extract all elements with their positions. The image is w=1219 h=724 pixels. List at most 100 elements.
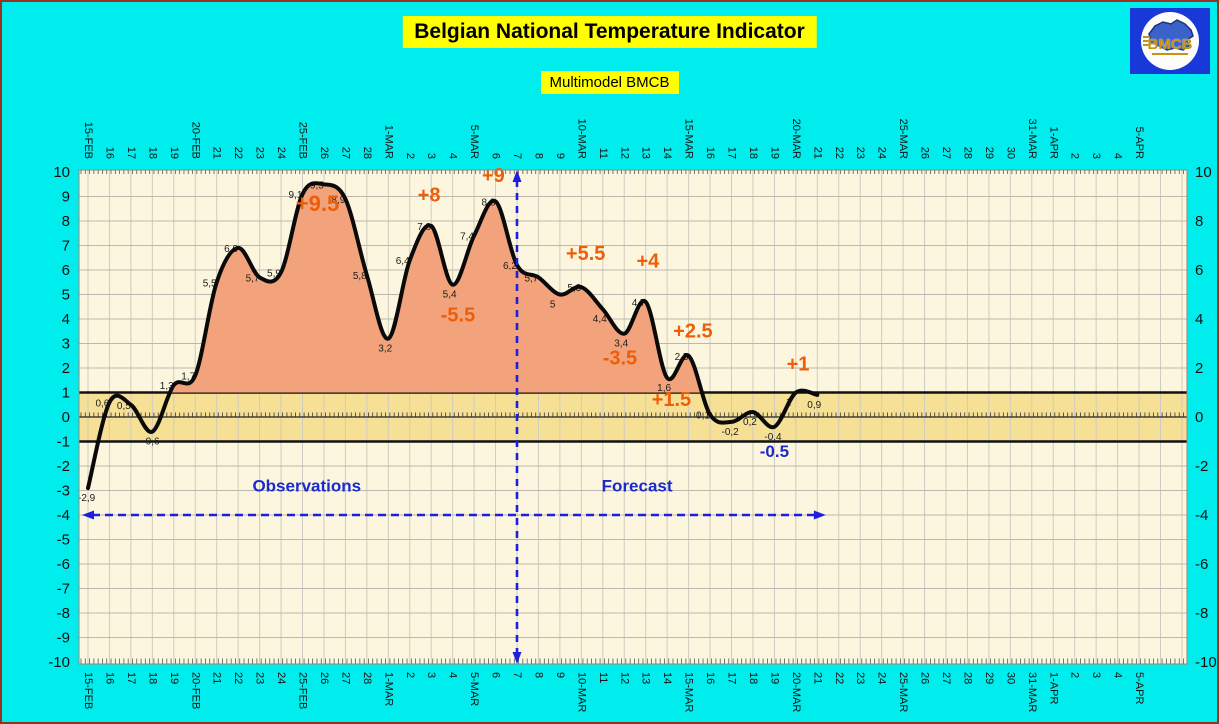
y-tick-label: -2 — [57, 458, 70, 475]
y-tick-label: 9 — [62, 189, 70, 206]
x-tick-label: 20-MAR — [790, 119, 802, 159]
x-tick-label: 4 — [447, 153, 459, 159]
x-tick-label: 30 — [1004, 672, 1016, 684]
x-tick-label: 11 — [597, 148, 609, 159]
y-tick-label: -2 — [1195, 458, 1208, 475]
data-label: 9,5 — [310, 180, 324, 191]
x-tick-label: 29 — [983, 672, 995, 684]
y-tick-label: 6 — [1195, 262, 1203, 279]
x-tick-label: 16 — [704, 147, 716, 159]
indicator-annotation: +5.5 — [566, 243, 605, 265]
indicator-annotation: +4 — [636, 251, 660, 273]
indicator-annotation: +9.5 — [296, 191, 339, 216]
x-tick-label: 5-APR — [1133, 127, 1145, 159]
data-label: 0,9 — [807, 400, 821, 411]
indicator-annotation: +1.5 — [652, 389, 691, 411]
logo-circle: BMCB — [1141, 12, 1199, 70]
x-tick-label: 1-MAR — [382, 672, 394, 706]
arrow-left-icon — [81, 510, 94, 520]
data-label: 5,4 — [443, 290, 457, 301]
y-tick-label: 0 — [1195, 409, 1203, 426]
x-axis-top: 15-FEB 16 17 18 19 20-FEB 21 22 23 24 25-FEB 26 27 28… — [82, 119, 1145, 159]
x-tick-label: 11 — [597, 672, 609, 683]
x-tick-label: 17 — [125, 147, 137, 159]
x-tick-label: 4 — [447, 672, 459, 678]
x-tick-label: 13 — [640, 147, 652, 159]
y-tick-label: 4 — [1195, 311, 1203, 328]
x-tick-label: 24 — [876, 672, 888, 684]
x-tick-label: 18 — [146, 672, 158, 684]
x-tick-label: 5-APR — [1133, 672, 1145, 704]
data-label: 1,7 — [181, 371, 195, 382]
x-tick-label: 3 — [1090, 672, 1102, 678]
belgium-map-icon — [1143, 19, 1194, 51]
arrow-down-icon — [512, 652, 522, 664]
y-tick-label: -9 — [57, 630, 70, 647]
data-label: 5,9 — [267, 268, 281, 279]
x-tick-label: 10-MAR — [575, 672, 587, 712]
x-tick-label: 20-FEB — [189, 672, 201, 709]
x-tick-label: 28 — [961, 672, 973, 684]
x-tick-label: 14 — [661, 672, 673, 684]
x-tick-label: 3 — [425, 672, 437, 678]
x-tick-label: 21 — [811, 672, 823, 684]
phase-annotation: Observations — [252, 477, 361, 496]
x-tick-label: 14 — [661, 147, 673, 159]
data-label: 0,2 — [743, 417, 757, 428]
x-tick-label: 2 — [1069, 153, 1081, 159]
x-tick-label: 1-APR — [1047, 127, 1059, 159]
indicator-annotation: -3.5 — [603, 347, 637, 369]
x-tick-label: 2 — [404, 153, 416, 159]
blue-annotations: Observations Forecast -0.5 — [252, 442, 789, 496]
x-tick-label: 4 — [1112, 672, 1124, 678]
x-tick-label: 13 — [640, 672, 652, 684]
x-tick-label: 3 — [1090, 153, 1102, 159]
y-tick-label: 2 — [1195, 360, 1203, 377]
x-tick-label: 25-MAR — [897, 672, 909, 712]
x-tick-label: 18 — [146, 147, 158, 159]
x-tick-label: 19 — [168, 672, 180, 684]
x-tick-label: 18 — [747, 147, 759, 159]
x-tick-label: 5-MAR — [468, 672, 480, 706]
data-label: 4,4 — [593, 314, 607, 325]
indicator-annotation: +8 — [418, 184, 441, 206]
logo-tagline-line — [1152, 53, 1188, 55]
x-tick-label: 12 — [618, 147, 630, 159]
x-tick-label: 25-FEB — [297, 672, 309, 709]
phase-annotation: -0.5 — [760, 442, 789, 461]
x-tick-label: 21 — [811, 147, 823, 159]
y-tick-label: 7 — [62, 238, 70, 255]
y-tick-label: -4 — [57, 507, 70, 524]
x-tick-label: 17 — [726, 147, 738, 159]
x-tick-label: 1-MAR — [382, 125, 394, 159]
x-tick-label: 10-MAR — [575, 119, 587, 159]
data-label: 0,5 — [117, 401, 131, 412]
x-tick-label: 24 — [876, 147, 888, 159]
x-tick-label: 15-FEB — [82, 122, 94, 159]
x-tick-label: 8 — [532, 672, 544, 678]
x-tick-label: 27 — [940, 672, 952, 684]
data-label: -0,6 — [142, 437, 160, 448]
y-tick-label: -8 — [57, 605, 70, 622]
x-tick-label: 6 — [490, 672, 502, 678]
data-label: 5,7 — [524, 273, 538, 284]
data-label: 7,4 — [460, 232, 474, 243]
x-tick-label: 24 — [275, 672, 287, 684]
y-tick-label: -6 — [1195, 556, 1208, 573]
data-label: 6,4 — [396, 256, 410, 267]
x-tick-label: 7 — [511, 672, 523, 678]
data-label: 0,6 — [95, 398, 109, 409]
x-tick-label: 19 — [768, 672, 780, 684]
x-tick-label: 23 — [854, 672, 866, 684]
data-label: 5,5 — [203, 278, 217, 289]
x-tick-label: 18 — [747, 672, 759, 684]
y-tick-label: 2 — [62, 360, 70, 377]
x-tick-label: 26 — [919, 147, 931, 159]
data-label: 8,9 — [331, 195, 345, 206]
x-tick-label: 9 — [554, 153, 566, 159]
x-tick-label: 6 — [490, 153, 502, 159]
observation-forecast-divider — [512, 170, 522, 664]
x-tick-label: 26 — [919, 672, 931, 684]
